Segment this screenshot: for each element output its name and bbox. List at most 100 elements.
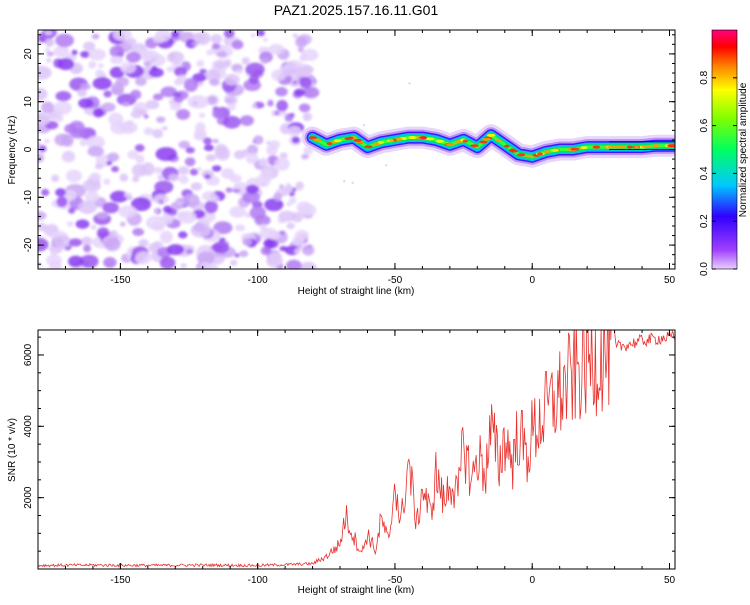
noise-blob xyxy=(279,230,286,235)
noise-blob xyxy=(41,188,50,197)
noise-blob xyxy=(81,236,93,246)
noise-blob xyxy=(95,69,105,78)
noise-blob xyxy=(278,210,296,222)
signal-hotspot xyxy=(348,136,354,140)
noise-blob xyxy=(253,135,264,145)
noise-blob xyxy=(178,140,191,149)
noise-blob xyxy=(78,98,94,109)
noise-blob xyxy=(166,66,174,73)
noise-speck xyxy=(385,164,388,167)
noise-blob xyxy=(203,144,215,152)
noise-blob xyxy=(264,198,284,212)
noise-blob xyxy=(242,237,253,246)
noise-blob xyxy=(281,67,292,77)
noise-blob xyxy=(197,261,213,269)
noise-blob xyxy=(183,78,199,92)
noise-blob xyxy=(57,58,75,71)
signal-hotspot xyxy=(669,144,675,148)
noise-blob xyxy=(45,37,55,47)
noise-blob xyxy=(109,190,129,203)
signal-hotspot xyxy=(377,140,385,144)
noise-blob xyxy=(260,223,267,228)
noise-blob xyxy=(274,110,280,116)
noise-blob xyxy=(211,43,221,50)
noise-blob xyxy=(212,107,224,119)
noise-blob xyxy=(41,101,55,114)
spectrogram-y-tick-label: 20 xyxy=(23,48,34,60)
noise-blob xyxy=(203,137,213,145)
noise-blob xyxy=(231,39,244,50)
colorbar-label: Normalized spectral amplitude xyxy=(738,82,749,217)
noise-speck xyxy=(408,82,411,85)
noise-blob xyxy=(286,222,296,230)
noise-blob xyxy=(46,51,55,57)
noise-blob xyxy=(159,230,173,244)
noise-blob xyxy=(52,235,72,248)
noise-blob xyxy=(303,246,311,251)
noise-blob xyxy=(215,146,231,161)
noise-blob xyxy=(61,152,76,163)
noise-blob xyxy=(190,223,211,238)
noise-blob xyxy=(113,30,132,42)
noise-blob xyxy=(110,82,125,96)
signal-hotspot xyxy=(408,136,417,140)
signal-hotspot xyxy=(592,145,601,149)
spectrogram-y-axis-label: Frequency (Hz) xyxy=(7,116,18,185)
noise-blob xyxy=(297,186,303,192)
noise-blob xyxy=(174,66,187,77)
noise-blob xyxy=(193,132,208,141)
noise-blob xyxy=(122,101,130,107)
noise-blob xyxy=(38,142,42,147)
noise-blob xyxy=(178,231,188,239)
noise-blob xyxy=(45,58,52,63)
noise-blob xyxy=(127,150,139,160)
noise-blob xyxy=(276,99,289,112)
noise-blob xyxy=(212,241,230,254)
noise-blob xyxy=(225,187,233,193)
noise-blob xyxy=(210,34,223,44)
signal-hotspot xyxy=(626,145,633,149)
noise-blob xyxy=(103,178,111,185)
noise-blob xyxy=(255,174,271,188)
signal-hotspot xyxy=(353,138,362,142)
noise-blob xyxy=(143,127,154,136)
noise-blob xyxy=(143,60,152,67)
colorbar-tick-label: 0.6 xyxy=(699,118,710,132)
spectrogram-x-tick-label: -150 xyxy=(110,275,130,286)
noise-blob xyxy=(297,47,304,53)
noise-blob xyxy=(245,62,265,77)
noise-blob xyxy=(120,62,137,74)
noise-blob xyxy=(167,51,185,64)
snr-y-tick-label: 2000 xyxy=(23,486,34,509)
noise-blob xyxy=(148,67,164,78)
signal-hotspot xyxy=(482,137,491,141)
noise-blob xyxy=(38,65,52,80)
noise-blob xyxy=(295,36,308,48)
noise-blob xyxy=(236,69,243,74)
noise-blob xyxy=(170,30,179,38)
noise-blob xyxy=(159,256,176,269)
noise-blob xyxy=(66,221,74,227)
signal-hotspot xyxy=(517,153,526,157)
signal-hotspot xyxy=(606,145,616,149)
noise-blob xyxy=(131,163,147,177)
noise-blob xyxy=(68,255,84,268)
signal-hotspots xyxy=(308,133,675,158)
spectrogram-y-tick-label: 10 xyxy=(23,96,34,108)
noise-blob xyxy=(214,61,226,70)
noise-blob xyxy=(145,100,160,110)
noise-blob xyxy=(302,86,320,99)
snr-y-tick-label: 6000 xyxy=(23,343,34,366)
noise-blob xyxy=(244,212,252,218)
signal-hotspot xyxy=(487,133,496,137)
signal-hotspot xyxy=(537,152,544,156)
noise-blob xyxy=(185,248,194,255)
noise-blob xyxy=(233,150,246,160)
noise-blob xyxy=(268,43,285,55)
signal-hotspot xyxy=(504,144,510,148)
noise-blob xyxy=(292,80,298,85)
snr-y-axis-label: SNR (10 * v/v) xyxy=(7,418,18,482)
noise-blob xyxy=(234,224,246,232)
noise-blob xyxy=(131,197,152,212)
